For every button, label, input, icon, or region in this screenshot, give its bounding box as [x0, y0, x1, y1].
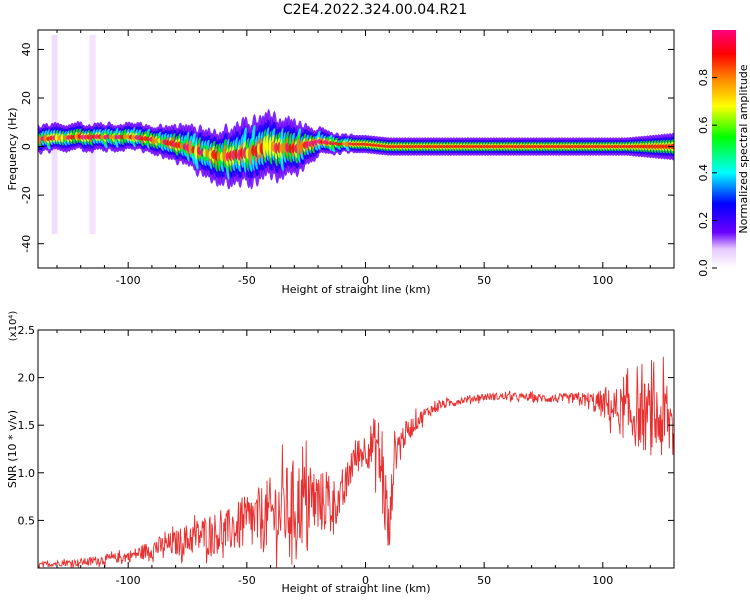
colorbar-tick-label: 0.4 [697, 164, 710, 182]
colorbar-tick-label: 0.8 [697, 69, 710, 87]
y-tick-label: 2.5 [18, 324, 36, 337]
y-tick-label: 1.5 [18, 419, 36, 432]
figure-title: C2E4.2022.324.00.04.R21 [282, 2, 468, 18]
snr-frame [37, 329, 675, 569]
snr-line [38, 356, 674, 568]
y-tick-label: 0 [20, 143, 33, 150]
spectrogram-frame [37, 29, 675, 269]
y-tick-label: 40 [20, 42, 33, 56]
x-tick-label: -100 [116, 274, 141, 287]
y-tick-label: 0.5 [18, 514, 36, 527]
colorbar: 0.0 0.2 0.4 0.6 0.8 Normalized spectral ampl… [697, 30, 750, 277]
snr-x-label: Height of straight line (km) [281, 582, 430, 595]
y-tick-label: 1.0 [18, 467, 36, 480]
x-tick-label: 50 [477, 574, 491, 587]
y-tick-label: -40 [20, 235, 33, 253]
x-tick-label: -50 [238, 574, 256, 587]
colorbar-ticks: 0.0 0.2 0.4 0.6 0.8 [697, 69, 717, 277]
x-tick-label: -100 [116, 574, 141, 587]
x-tick-label: 0 [362, 274, 369, 287]
colorbar-tick-label: 0.2 [697, 212, 710, 230]
x-tick-label: -50 [238, 274, 256, 287]
snr-y-ticks: 0.5 1.0 1.5 2.0 2.5 [18, 324, 674, 527]
colorbar-tick-label: 0.0 [697, 259, 710, 277]
snr-line-group [38, 356, 674, 568]
x-tick-label: 0 [362, 574, 369, 587]
x-tick-label: 50 [477, 274, 491, 287]
snr-x-ticks: -100 -50 0 50 100 [56, 330, 675, 587]
y-tick-label: 20 [20, 91, 33, 105]
snr-y-label: SNR (10 * v/v) [6, 410, 19, 488]
spectrogram-y-label: Frequency (Hz) [6, 108, 19, 191]
spectrogram-x-ticks: -100 -50 0 50 100 [56, 30, 675, 287]
snr-panel: -100 -50 0 50 100 0.5 1.0 1.5 2.0 2.5 Height of … [6, 311, 675, 595]
spectrogram-image [38, 34, 674, 234]
x-tick-label: 100 [592, 574, 613, 587]
snr-y-multiplier: (x10⁴) [8, 311, 19, 342]
colorbar-label: Normalized spectral amplitude [737, 64, 750, 233]
colorbar-bar [712, 30, 736, 268]
spectrogram-panel: -100 -50 0 50 100 -40 -20 0 20 40 Height of stra… [6, 29, 675, 296]
colorbar-tick-label: 0.6 [697, 116, 710, 134]
x-tick-label: 100 [592, 274, 613, 287]
y-tick-label: 2.0 [18, 372, 36, 385]
spectrogram-x-label: Height of straight line (km) [281, 283, 430, 296]
spectrogram-y-ticks: -40 -20 0 20 40 [20, 42, 674, 253]
y-tick-label: -20 [20, 186, 33, 204]
